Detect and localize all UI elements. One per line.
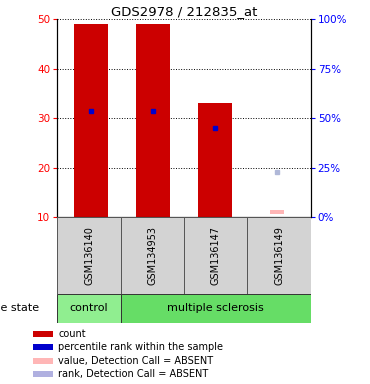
Text: value, Detection Call = ABSENT: value, Detection Call = ABSENT [58,356,213,366]
Bar [121,217,184,294]
Text: rank, Detection Call = ABSENT: rank, Detection Call = ABSENT [58,369,208,379]
Bar [74,24,108,217]
Bar [270,210,283,215]
Title: GDS2978 / 212835_at: GDS2978 / 212835_at [111,5,257,18]
Text: GSM136140: GSM136140 [84,226,94,285]
Bar [33,331,53,337]
Text: disease state: disease state [0,303,39,313]
Text: GSM136147: GSM136147 [211,226,221,285]
Text: control: control [70,303,108,313]
Text: count: count [58,329,86,339]
Bar [121,294,311,323]
Bar [33,358,53,364]
Text: multiple sclerosis: multiple sclerosis [167,303,264,313]
Bar [248,217,311,294]
Bar [57,217,121,294]
Bar [198,103,232,217]
Text: GSM136149: GSM136149 [274,226,284,285]
Bar [33,371,53,377]
Text: GSM134953: GSM134953 [147,226,157,285]
Text: percentile rank within the sample: percentile rank within the sample [58,342,223,352]
Bar [184,217,248,294]
Bar [136,24,170,217]
Bar [33,344,53,350]
Bar [57,294,121,323]
